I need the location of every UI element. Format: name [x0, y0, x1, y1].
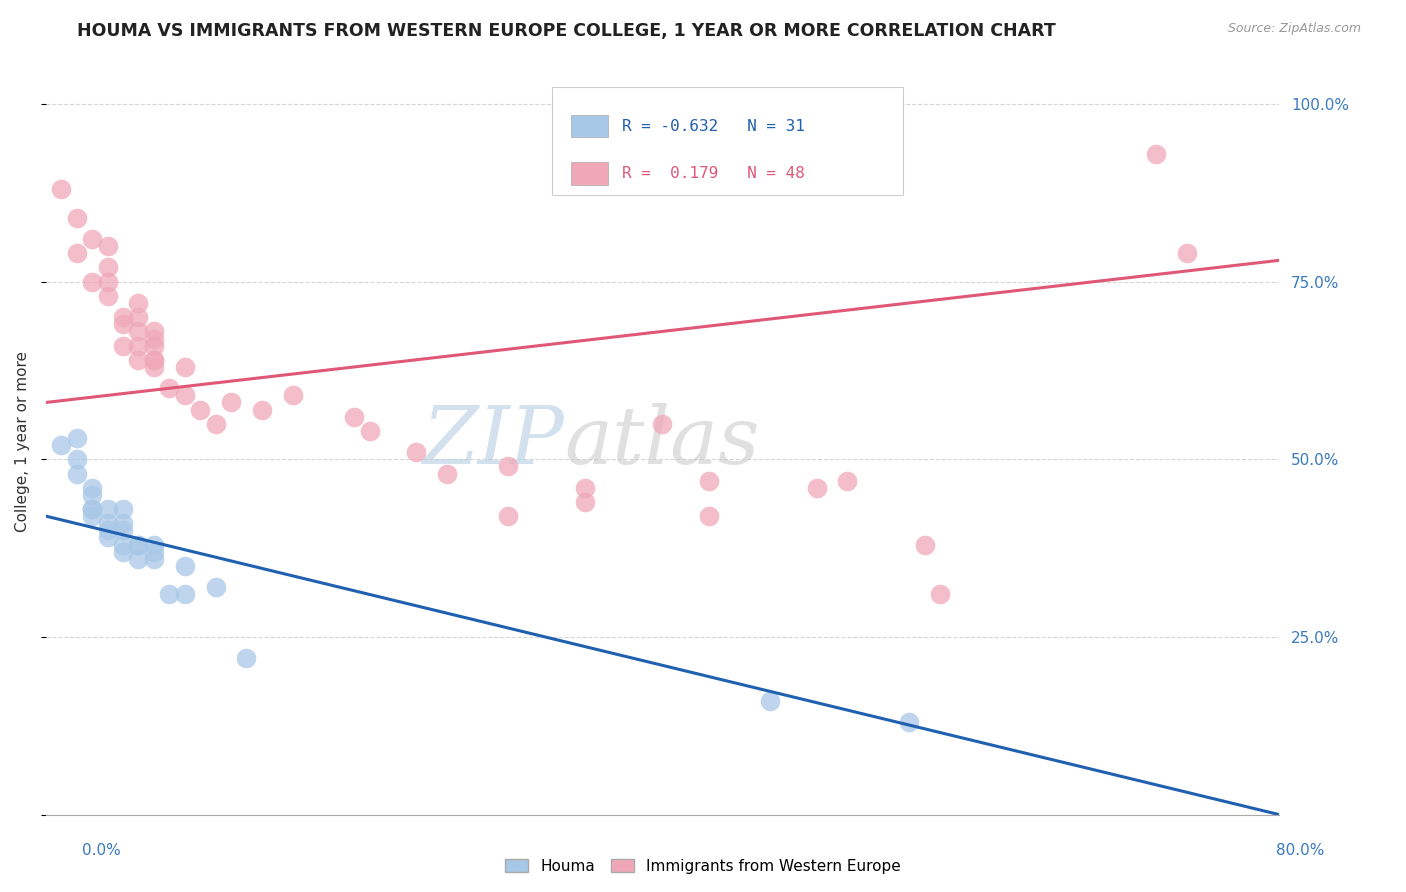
Point	[142, 332, 165, 346]
Point	[173, 388, 195, 402]
Point	[898, 715, 921, 730]
Point	[1144, 146, 1167, 161]
Legend: Houma, Immigrants from Western Europe: Houma, Immigrants from Western Europe	[499, 853, 907, 880]
Point	[66, 431, 89, 445]
Point	[82, 502, 104, 516]
Text: 0.0%: 0.0%	[82, 843, 121, 858]
Point	[142, 537, 165, 551]
Point	[112, 544, 135, 558]
Point	[204, 580, 226, 594]
Point	[142, 352, 165, 367]
Point	[82, 275, 104, 289]
Point	[1175, 246, 1198, 260]
Point	[112, 516, 135, 531]
Point	[219, 395, 242, 409]
Point	[66, 246, 89, 260]
Point	[112, 310, 135, 325]
Text: ZIP: ZIP	[422, 403, 564, 480]
Point	[127, 551, 149, 566]
Point	[173, 587, 195, 601]
Point	[498, 509, 520, 524]
Point	[82, 509, 104, 524]
Text: R =  0.179   N = 48: R = 0.179 N = 48	[621, 166, 804, 181]
Point	[929, 587, 952, 601]
Point	[436, 467, 458, 481]
Point	[66, 467, 89, 481]
FancyBboxPatch shape	[571, 115, 609, 137]
Point	[112, 318, 135, 332]
Point	[914, 537, 936, 551]
Text: HOUMA VS IMMIGRANTS FROM WESTERN EUROPE COLLEGE, 1 YEAR OR MORE CORRELATION CHAR: HOUMA VS IMMIGRANTS FROM WESTERN EUROPE …	[77, 22, 1056, 40]
Point	[82, 502, 104, 516]
Point	[97, 531, 120, 545]
Point	[173, 359, 195, 374]
Point	[82, 488, 104, 502]
Point	[82, 232, 104, 246]
Point	[157, 381, 180, 395]
Point	[127, 352, 149, 367]
Point	[498, 459, 520, 474]
Point	[112, 502, 135, 516]
Point	[405, 445, 427, 459]
Point	[127, 537, 149, 551]
Point	[97, 239, 120, 253]
Text: 80.0%: 80.0%	[1277, 843, 1324, 858]
Point	[142, 359, 165, 374]
Point	[142, 551, 165, 566]
FancyBboxPatch shape	[551, 87, 903, 195]
Point	[97, 260, 120, 275]
Point	[112, 338, 135, 352]
Point	[574, 495, 596, 509]
Point	[127, 537, 149, 551]
Point	[142, 544, 165, 558]
Point	[127, 325, 149, 339]
Point	[127, 338, 149, 352]
Point	[359, 424, 381, 438]
Point	[697, 509, 720, 524]
Point	[142, 338, 165, 352]
Point	[235, 651, 257, 665]
Point	[343, 409, 366, 424]
Point	[188, 402, 211, 417]
Point	[651, 417, 673, 431]
Text: R = -0.632   N = 31: R = -0.632 N = 31	[621, 119, 804, 134]
Point	[250, 402, 273, 417]
Point	[97, 502, 120, 516]
Point	[112, 524, 135, 538]
Point	[281, 388, 304, 402]
Text: atlas: atlas	[564, 403, 759, 480]
Text: Source: ZipAtlas.com: Source: ZipAtlas.com	[1227, 22, 1361, 36]
Point	[142, 325, 165, 339]
Point	[127, 296, 149, 310]
Point	[97, 516, 120, 531]
Point	[51, 438, 73, 452]
Point	[66, 211, 89, 225]
Point	[173, 558, 195, 573]
Point	[66, 452, 89, 467]
Point	[112, 537, 135, 551]
Point	[97, 289, 120, 303]
Point	[204, 417, 226, 431]
Point	[574, 481, 596, 495]
Point	[127, 310, 149, 325]
Point	[142, 352, 165, 367]
Point	[759, 694, 782, 708]
Point	[697, 474, 720, 488]
Point	[806, 481, 828, 495]
FancyBboxPatch shape	[571, 162, 609, 185]
Point	[82, 481, 104, 495]
Y-axis label: College, 1 year or more: College, 1 year or more	[15, 351, 30, 532]
Point	[97, 275, 120, 289]
Point	[157, 587, 180, 601]
Point	[97, 524, 120, 538]
Point	[51, 182, 73, 196]
Point	[837, 474, 859, 488]
